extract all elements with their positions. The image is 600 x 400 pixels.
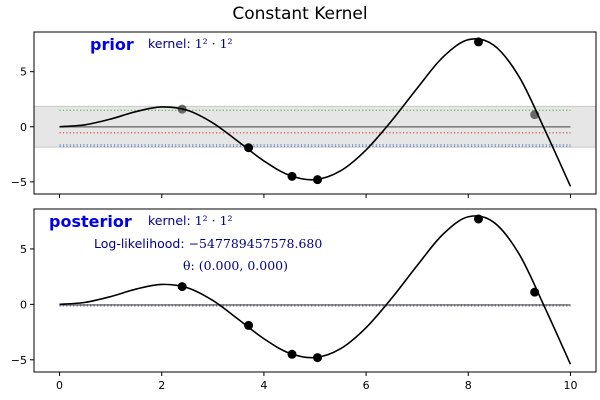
posterior-y-tick-label: 5	[20, 243, 27, 256]
posterior-observation-point-3	[287, 349, 297, 359]
posterior-panel: 0 2 4 6 8 10 −5 0 5 posterior kernel: 1² · 1² Log-l…	[11, 208, 597, 392]
posterior-x-tick-label: 2	[158, 379, 165, 392]
prior-kernel-text: kernel: 1² · 1²	[148, 36, 233, 51]
posterior-plot-area	[59, 214, 572, 365]
posterior-observation-point-5	[473, 214, 483, 224]
posterior-observation-point-2	[244, 320, 254, 330]
posterior-x-tick-label: 6	[363, 379, 370, 392]
figure-title: Constant Kernel	[232, 4, 367, 24]
posterior-kernel-text: kernel: 1² · 1²	[148, 213, 233, 228]
posterior-observation-point-6	[530, 287, 540, 297]
posterior-observation-point-1	[177, 282, 187, 292]
prior-observation-point-4	[313, 175, 323, 185]
prior-observation-point-5	[473, 37, 483, 47]
prior-y-tick-label: 5	[20, 66, 27, 79]
posterior-loglikelihood-text: Log-likelihood: −547789457578.680	[94, 236, 322, 251]
posterior-x-tick-label: 4	[260, 379, 267, 392]
prior-observation-point-1	[177, 104, 187, 114]
prior-axes-frame	[33, 31, 597, 195]
posterior-theta-text: θ: (0.000, 0.000)	[183, 258, 288, 273]
prior-y-tick-label: 0	[20, 121, 27, 134]
posterior-y-tick-label: 0	[20, 298, 27, 311]
prior-y-tick-label: −5	[11, 176, 27, 189]
posterior-y-tick-label: −5	[11, 354, 27, 367]
prior-panel-label: prior	[90, 35, 134, 54]
prior-panel: −5 0 5 prior kernel: 1² · 1²	[11, 31, 597, 198]
prior-observation-point-2	[244, 143, 254, 153]
posterior-x-tick-label: 8	[465, 379, 472, 392]
posterior-axes-frame	[33, 208, 597, 373]
prior-observation-point-6	[530, 110, 540, 120]
posterior-x-tick-label: 10	[563, 379, 577, 392]
posterior-panel-label: posterior	[49, 212, 132, 231]
prior-plot-area	[34, 37, 596, 187]
prior-observation-point-3	[287, 171, 297, 181]
posterior-x-tick-label: 0	[56, 379, 63, 392]
posterior-observation-point-4	[313, 353, 323, 363]
